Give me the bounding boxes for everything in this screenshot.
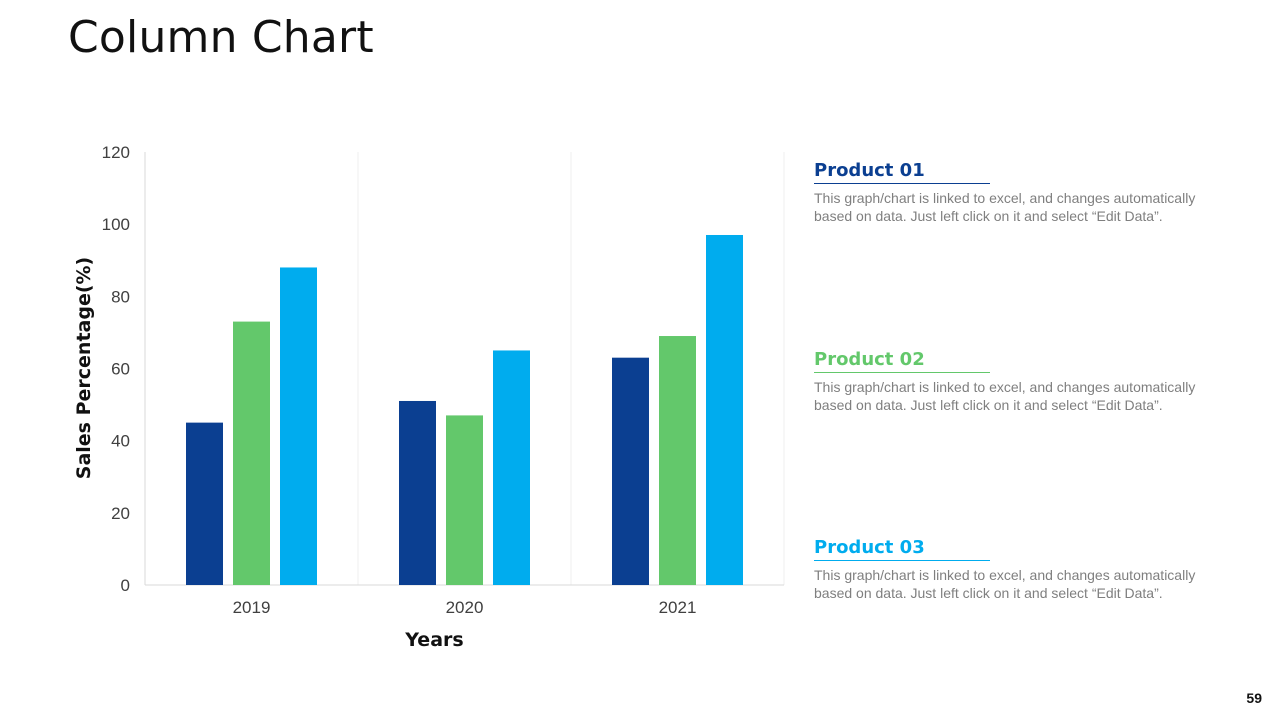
y-tick-label: 100 — [102, 215, 130, 234]
y-tick-label: 40 — [111, 432, 130, 451]
product-01-underline — [814, 183, 990, 184]
x-tick-label: 2020 — [446, 598, 484, 617]
bar-product-03-2020[interactable] — [493, 350, 530, 585]
product-01-legend: Product 01 This graph/chart is linked to… — [814, 160, 1234, 225]
product-01-description: This graph/chart is linked to excel, and… — [814, 190, 1196, 224]
product-03-underline — [814, 560, 990, 561]
bar-product-01-2020[interactable] — [399, 400, 436, 585]
product-02-title: Product 02 — [814, 349, 925, 370]
bar-product-02-2019[interactable] — [233, 321, 270, 585]
product-02-underline — [814, 372, 990, 373]
product-02-legend: Product 02 This graph/chart is linked to… — [814, 349, 1234, 414]
y-axis-title: Sales Percentage(%) — [73, 257, 95, 479]
page-number: 59 — [1246, 690, 1262, 706]
y-tick-label: 120 — [102, 143, 130, 162]
page-title: Column Chart — [68, 12, 374, 63]
bar-product-03-2019[interactable] — [280, 267, 317, 585]
y-tick-label: 80 — [111, 287, 130, 306]
bar-product-01-2021[interactable] — [612, 357, 649, 585]
x-axis-title: Years — [404, 629, 463, 651]
x-tick-label: 2021 — [659, 598, 697, 617]
product-02-description: This graph/chart is linked to excel, and… — [814, 379, 1196, 413]
product-03-title: Product 03 — [814, 537, 925, 558]
product-01-title: Product 01 — [814, 160, 925, 181]
product-03-legend: Product 03 This graph/chart is linked to… — [814, 537, 1234, 602]
y-tick-label: 0 — [121, 576, 130, 595]
column-chart[interactable]: 0 20 40 60 80 100 120 2019 2020 2021 Years Sales Pe… — [0, 0, 800, 680]
y-tick-label: 60 — [111, 360, 130, 379]
bar-product-01-2019[interactable] — [186, 422, 223, 585]
bar-product-02-2021[interactable] — [659, 336, 696, 585]
bar-product-03-2021[interactable] — [706, 234, 743, 585]
y-tick-label: 20 — [111, 504, 130, 523]
bar-product-02-2020[interactable] — [446, 415, 483, 585]
product-03-description: This graph/chart is linked to excel, and… — [814, 567, 1196, 601]
x-tick-label: 2019 — [233, 598, 271, 617]
